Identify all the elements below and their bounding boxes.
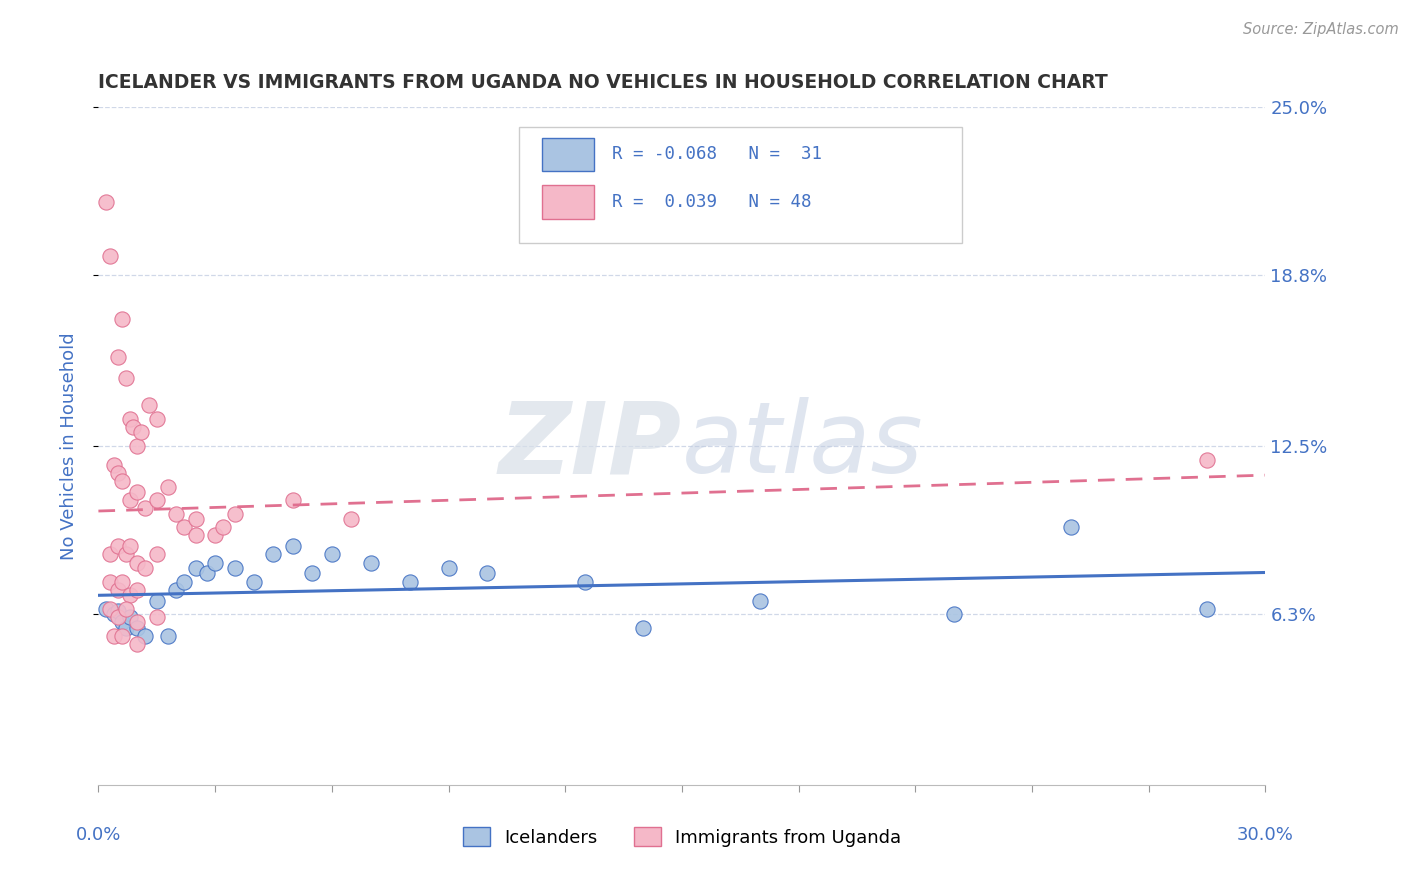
Point	[574, 574, 596, 589]
Point	[134, 561, 156, 575]
Point	[96, 194, 118, 209]
Point	[127, 582, 149, 597]
Point	[127, 615, 149, 630]
Point	[165, 582, 187, 597]
Point	[173, 520, 195, 534]
Point	[127, 439, 149, 453]
Point	[114, 621, 136, 635]
Point	[1195, 452, 1218, 467]
Point	[129, 425, 152, 440]
Point	[107, 610, 129, 624]
Point	[107, 350, 129, 364]
Text: atlas: atlas	[682, 398, 924, 494]
Point	[98, 249, 121, 263]
Point	[184, 528, 207, 542]
Point	[157, 629, 180, 643]
Legend: Icelanders, Immigrants from Uganda: Icelanders, Immigrants from Uganda	[456, 820, 908, 854]
Point	[114, 601, 136, 615]
Point	[477, 566, 499, 581]
Point	[360, 556, 382, 570]
Point	[165, 507, 187, 521]
Point	[281, 493, 304, 508]
Point	[98, 548, 121, 562]
Point	[111, 311, 134, 326]
Text: R =  0.039   N = 48: R = 0.039 N = 48	[612, 193, 811, 211]
Point	[631, 621, 654, 635]
Point	[184, 512, 207, 526]
Point	[146, 610, 169, 624]
Point	[111, 629, 134, 643]
Point	[301, 566, 323, 581]
Bar	[541, 137, 595, 171]
Point	[98, 574, 121, 589]
Point	[943, 607, 966, 621]
Point	[146, 493, 169, 508]
Text: R = -0.068   N =  31: R = -0.068 N = 31	[612, 145, 823, 163]
Point	[243, 574, 266, 589]
Point	[398, 574, 420, 589]
Point	[204, 528, 226, 542]
Point	[224, 507, 246, 521]
Point	[127, 621, 149, 635]
Point	[103, 629, 125, 643]
Point	[184, 561, 207, 575]
Point	[107, 466, 129, 480]
Point	[281, 539, 304, 553]
Point	[1060, 520, 1083, 534]
Point	[134, 629, 156, 643]
Point	[98, 601, 121, 615]
Point	[146, 593, 169, 607]
Point	[224, 561, 246, 575]
Point	[212, 520, 235, 534]
Text: ZIP: ZIP	[499, 398, 682, 494]
Point	[111, 574, 134, 589]
Point	[107, 582, 129, 597]
Point	[1195, 601, 1218, 615]
Point	[146, 548, 169, 562]
Point	[103, 458, 125, 472]
Point	[262, 548, 284, 562]
Point	[114, 371, 136, 385]
Y-axis label: No Vehicles in Household: No Vehicles in Household	[59, 332, 77, 560]
Point	[122, 420, 145, 434]
Point	[134, 501, 156, 516]
Point	[321, 548, 343, 562]
Text: 0.0%: 0.0%	[76, 826, 121, 844]
Point	[118, 493, 141, 508]
Point	[111, 615, 134, 630]
Point	[195, 566, 218, 581]
Text: 30.0%: 30.0%	[1237, 826, 1294, 844]
Point	[96, 601, 118, 615]
Point	[437, 561, 460, 575]
Bar	[541, 185, 595, 219]
Point	[127, 556, 149, 570]
Point	[204, 556, 226, 570]
Point	[107, 604, 129, 618]
FancyBboxPatch shape	[519, 128, 962, 243]
Point	[103, 607, 125, 621]
Point	[127, 637, 149, 651]
Point	[118, 588, 141, 602]
Text: Source: ZipAtlas.com: Source: ZipAtlas.com	[1243, 22, 1399, 37]
Point	[111, 475, 134, 489]
Point	[173, 574, 195, 589]
Point	[138, 398, 160, 412]
Point	[748, 593, 770, 607]
Point	[340, 512, 363, 526]
Point	[127, 485, 149, 500]
Point	[157, 480, 180, 494]
Text: ICELANDER VS IMMIGRANTS FROM UGANDA NO VEHICLES IN HOUSEHOLD CORRELATION CHART: ICELANDER VS IMMIGRANTS FROM UGANDA NO V…	[98, 72, 1108, 92]
Point	[118, 539, 141, 553]
Point	[107, 539, 129, 553]
Point	[118, 412, 141, 426]
Point	[146, 412, 169, 426]
Point	[118, 610, 141, 624]
Point	[114, 548, 136, 562]
